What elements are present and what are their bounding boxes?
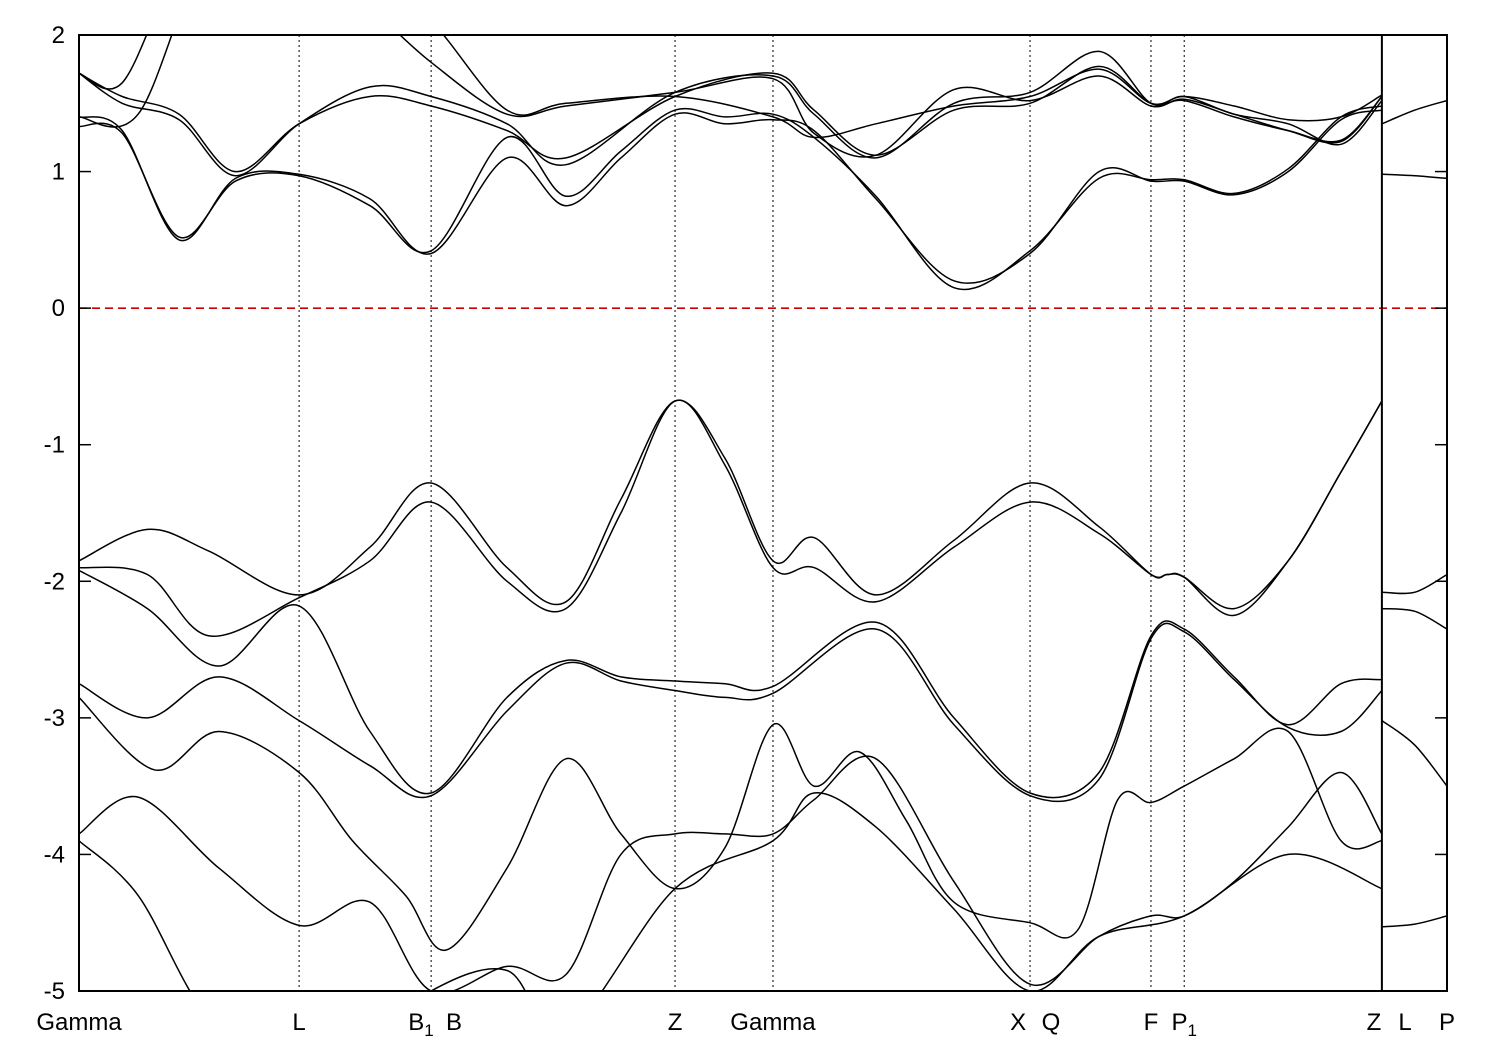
band-line-8 [79, 105, 1383, 291]
x-tick-label-9: P1 [1171, 1009, 1196, 1040]
y-tick-label-7: -5 [44, 978, 65, 1005]
band-lines [79, 35, 1447, 991]
y-tick-label-3: -1 [44, 432, 65, 459]
band-line-10 [79, 65, 1383, 173]
band-line-3 [79, 622, 1383, 803]
x-tick-label-4: Z [668, 1009, 683, 1036]
y-tick-label-5: -3 [44, 705, 65, 732]
x-tick-label-12: P [1439, 1009, 1455, 1036]
x-tick-label-6: X [1010, 1009, 1026, 1036]
band-line-14 [1381, 607, 1447, 630]
band-line-4 [79, 696, 1383, 951]
band-line-18 [1381, 99, 1447, 125]
x-tick-label-8: F [1144, 1009, 1159, 1036]
band-line-16 [1381, 915, 1447, 928]
band-line-13 [1381, 573, 1447, 595]
band-line-9 [79, 50, 1383, 177]
band-line-12 [79, 35, 1383, 158]
band-line-1 [79, 399, 1383, 637]
x-tick-label-3: B [446, 1009, 462, 1036]
x-tick-label-0: Gamma [36, 1009, 122, 1036]
band-line-0 [79, 399, 1383, 610]
band-line-5 [79, 755, 1383, 991]
plot-frame [78, 34, 1448, 992]
y-tick-label-6: -4 [44, 841, 65, 868]
y-tick-label-4: -2 [44, 568, 65, 595]
band-line-7 [79, 109, 1383, 284]
band-line-6 [79, 792, 1383, 991]
high-symmetry-gridlines [298, 35, 1185, 991]
y-tick-label-2: 0 [52, 295, 65, 322]
x-tick-label-7: Q [1042, 1009, 1061, 1036]
y-axis-ticks: 2 1 0 -1 -2 -3 -4 -5 [44, 22, 1447, 1005]
band-line-17 [1381, 173, 1447, 180]
x-axis-labels: Gamma L B1 B Z Gamma X Q F P1 Z L P [36, 1009, 1455, 1040]
x-tick-label-2: B1 [408, 1009, 433, 1040]
x-tick-label-11: L [1398, 1009, 1411, 1036]
x-tick-label-1: L [292, 1009, 305, 1036]
band-line-15 [1381, 719, 1447, 787]
y-tick-label-1: 1 [52, 159, 65, 186]
x-tick-label-10: Z [1367, 1009, 1382, 1036]
band-line-2 [79, 569, 1382, 799]
band-line-11 [79, 35, 1383, 139]
x-tick-label-5: Gamma [730, 1009, 816, 1036]
y-tick-label-0: 2 [52, 22, 65, 49]
